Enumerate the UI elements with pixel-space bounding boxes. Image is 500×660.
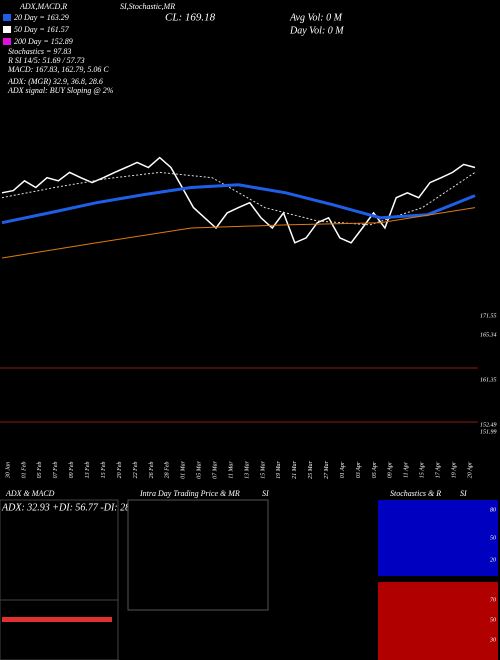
date-label: 05 Feb xyxy=(37,462,43,479)
ma50: 50 Day = 161.57 xyxy=(14,25,70,34)
date-label: 07 Feb xyxy=(53,462,59,479)
avg-vol: Avg Vol: 0 M xyxy=(289,12,343,23)
ma20: 20 Day = 163.29 xyxy=(14,13,69,22)
price-label: 171.55 xyxy=(480,313,497,319)
date-label: 15 Apr xyxy=(420,461,426,478)
date-label: 17 Apr xyxy=(436,461,442,478)
header-studies2: SI,Stochastic,MR xyxy=(120,2,175,11)
header-studies: ADX,MACD,R xyxy=(19,2,67,11)
adx-panel xyxy=(0,499,119,660)
legend-swatch xyxy=(3,26,11,33)
close-label: CL: 169.18 xyxy=(165,12,216,24)
legend-swatch xyxy=(3,38,11,45)
date-label: 15 Mar xyxy=(260,460,266,478)
legend-swatch xyxy=(3,14,11,21)
date-label: 21 Mar xyxy=(292,460,298,478)
series-line xyxy=(1,183,476,225)
stoch-tick: 20 xyxy=(490,557,496,563)
date-label: 13 Feb xyxy=(85,462,91,479)
ma200: 200 Day = 152.89 xyxy=(14,37,73,46)
date-label: 19 Mar xyxy=(276,460,282,478)
date-label: 19 Apr xyxy=(451,461,457,478)
date-label: 25 Mar xyxy=(308,460,314,478)
stoch-title: Stochastics & R xyxy=(390,489,441,498)
date-label: 05 Apr xyxy=(372,461,378,478)
date-label: 13 Mar xyxy=(244,460,250,478)
rsi-value: R SI 14/5: 51.69 / 57.73 xyxy=(7,56,85,65)
series-line xyxy=(1,156,476,244)
price-label: 161.35 xyxy=(480,377,497,383)
stoch-si: SI xyxy=(460,489,467,498)
date-label: 28 Feb xyxy=(165,462,171,479)
stoch-tick: 80 xyxy=(490,507,496,513)
date-label: 01 Mar xyxy=(181,460,187,478)
date-label: 26 Feb xyxy=(149,462,155,479)
intraday-si: SI xyxy=(262,489,269,498)
date-label: 15 Feb xyxy=(101,462,107,479)
intraday-title: Intra Day Trading Price & MR xyxy=(139,489,240,498)
date-label: 03 Apr xyxy=(356,461,362,478)
adx-title: ADX & MACD xyxy=(5,489,55,498)
date-axis: 30 Jan 01 Feb 05 Feb 07 Feb 09 Feb 13 Feb 15 F… xyxy=(5,460,473,479)
macd-histogram xyxy=(2,617,112,622)
stoch-value: Stochastics = 97.83 xyxy=(8,47,71,56)
price-label: 165.34 xyxy=(480,331,497,338)
series-line xyxy=(1,207,476,259)
stoch-tick: 50 xyxy=(490,535,496,541)
date-label: 11 Apr xyxy=(404,461,410,478)
price-label: 151.99 xyxy=(480,429,497,435)
date-label: 01 Feb xyxy=(21,462,27,479)
rsi-tick: 30 xyxy=(489,637,496,643)
date-label: 22 Feb xyxy=(133,462,139,479)
adx-signal: ADX signal: BUY Sloping @ 2% xyxy=(7,86,114,95)
date-label: 09 Feb xyxy=(69,462,75,479)
date-label: 20 Apr xyxy=(467,461,473,478)
date-label: 27 Mar xyxy=(324,460,330,478)
date-label: 11 Mar xyxy=(228,461,234,479)
rsi-tick: 70 xyxy=(490,597,496,603)
date-label: 07 Mar xyxy=(212,460,218,478)
adx-values: ADX: 32.93 +DI: 56.77 -DI: 28.66 xyxy=(1,502,143,513)
price-label: 152.49 xyxy=(480,421,497,428)
date-label: 01 Apr xyxy=(340,461,346,478)
series-line xyxy=(1,171,476,226)
rsi-panel xyxy=(378,582,498,660)
day-vol: Day Vol: 0 M xyxy=(289,25,344,36)
adx-value: ADX: (MGR) 32.9, 36.8, 28.6 xyxy=(7,77,103,86)
date-label: 20 Feb xyxy=(117,462,123,479)
intraday-panel xyxy=(127,499,269,611)
date-label: 09 Apr xyxy=(388,461,394,478)
macd-value: MACD: 167.83, 162.79, 5.06 C xyxy=(7,65,109,74)
date-label: 05 Mar xyxy=(197,460,203,478)
date-label: 30 Jan xyxy=(5,462,11,479)
panel-ticks: 80 50 20 70 50 30 xyxy=(489,507,496,643)
rsi-tick: 50 xyxy=(490,617,496,623)
stoch-panel xyxy=(378,500,498,576)
